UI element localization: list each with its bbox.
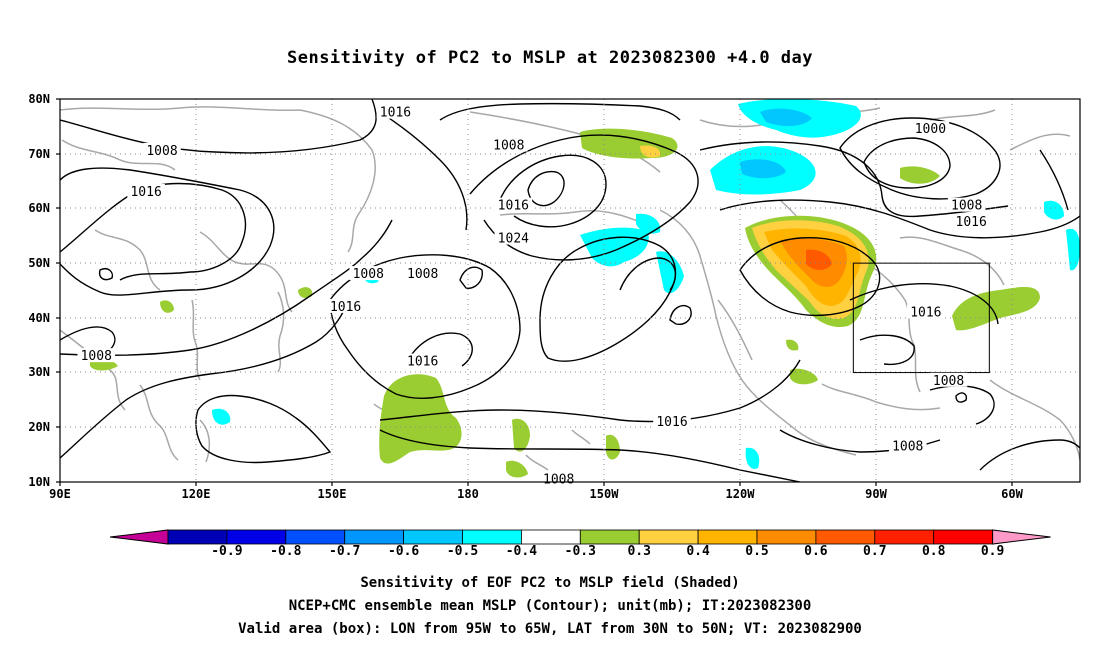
contour-labels: 1016100810161008101610081008101610241008… [77, 104, 990, 487]
mslp-contours [60, 99, 1080, 482]
contour-label-bg [494, 197, 533, 212]
colorbar-tick-label: 0.3 [627, 544, 651, 559]
contour-label: 1008 [892, 439, 923, 454]
contour-label: 1024 [498, 232, 529, 247]
contour-label: 1008 [933, 374, 964, 389]
colorbar-tick-label: 0.4 [686, 544, 710, 559]
lon-label-90w: 90W [865, 487, 887, 501]
contour-label-bg [494, 230, 533, 245]
colorbar-tick-label: -0.9 [211, 544, 243, 559]
contour-label-bg [349, 266, 388, 281]
lon-label-120e: 120E [181, 487, 211, 501]
sensitivity-shading [90, 99, 1080, 478]
caption-line-3: Valid area (box): LON from 95W to 65W, L… [238, 621, 862, 637]
colorbar-tick-label: 0.8 [921, 544, 946, 559]
contour-label: 1016 [498, 199, 529, 214]
contour-label: 1008 [81, 349, 112, 364]
colorbar-tick-label: -0.3 [564, 544, 596, 559]
valid-area-box [852, 262, 990, 374]
caption-line-1: Sensitivity of EOF PC2 to MSLP field (Sh… [360, 575, 740, 591]
lon-label-180: 180 [457, 487, 479, 501]
lon-label-150e: 150E [317, 487, 347, 501]
contour-label-bg [888, 438, 927, 453]
contour-label: 1016 [380, 106, 411, 121]
contour-label-bg [911, 121, 950, 136]
colorbar-tick-label: 0.7 [863, 544, 887, 559]
contour-label: 1016 [910, 305, 941, 320]
contour-label-bg [403, 353, 442, 368]
colorbar-tick-label: 0.9 [980, 544, 1005, 559]
graticule [60, 99, 1080, 482]
lat-label-10n: 10N [28, 475, 50, 489]
colorbar-tick-label: 0.6 [804, 544, 828, 559]
lat-label-30n: 30N [28, 365, 50, 379]
colorbar-tick-label: 0.5 [745, 544, 769, 559]
chart-title: Sensitivity of PC2 to MSLP at 2023082300… [286, 48, 813, 68]
contour-label: 1016 [956, 215, 987, 230]
contour-label-bg [403, 266, 442, 281]
contour-label: 1008 [951, 199, 982, 214]
contour-label-bg [653, 413, 691, 428]
colorbar-tick-label: -0.7 [329, 544, 361, 559]
contour-label: 1016 [656, 415, 687, 430]
caption-line-2: NCEP+CMC ensemble mean MSLP (Contour); u… [288, 598, 812, 614]
contour-label: 1008 [353, 267, 384, 282]
lat-label-40n: 40N [28, 311, 50, 325]
lat-label-80n: 80N [28, 92, 50, 106]
contour-label-bg [929, 372, 968, 387]
axis-ticks [56, 98, 1013, 486]
lon-label-120w: 120W [725, 487, 755, 501]
contour-label: 1008 [407, 267, 438, 282]
contour-label: 1016 [130, 185, 161, 200]
contour-label: 1000 [915, 122, 946, 137]
coastlines [60, 106, 1080, 471]
contour-label: 1016 [407, 355, 438, 370]
contour-label-bg [952, 214, 990, 229]
colorbar-tick-label: -0.4 [505, 544, 538, 559]
contour-label-bg [376, 104, 415, 119]
contour-label-bg [947, 197, 986, 212]
contour-label-bg [907, 304, 945, 319]
lon-label-150w: 150W [589, 487, 619, 501]
contour-label-bg [127, 184, 165, 199]
contour-label-bg [143, 142, 181, 157]
lat-label-20n: 20N [28, 420, 50, 434]
contour-label: 1016 [330, 300, 361, 315]
contour-label: 1008 [493, 139, 524, 154]
colorbar-tick-label: -0.5 [446, 544, 479, 559]
contour-label-bg [490, 137, 528, 152]
lat-label-60n: 60N [28, 201, 50, 215]
lat-label-70n: 70N [28, 147, 50, 161]
colorbar-tick-label: -0.6 [387, 544, 420, 559]
colorbar-tick-label: -0.8 [270, 544, 302, 559]
lat-label-50n: 50N [28, 256, 50, 270]
lon-label-60w: 60W [1001, 487, 1023, 501]
contour-label-bg [77, 348, 116, 363]
lon-label-90e: 90E [49, 487, 71, 501]
contour-label: 1008 [543, 472, 574, 487]
contour-label-bg [326, 298, 365, 313]
contour-label: 1008 [146, 144, 177, 159]
map-frame [59, 98, 1081, 483]
